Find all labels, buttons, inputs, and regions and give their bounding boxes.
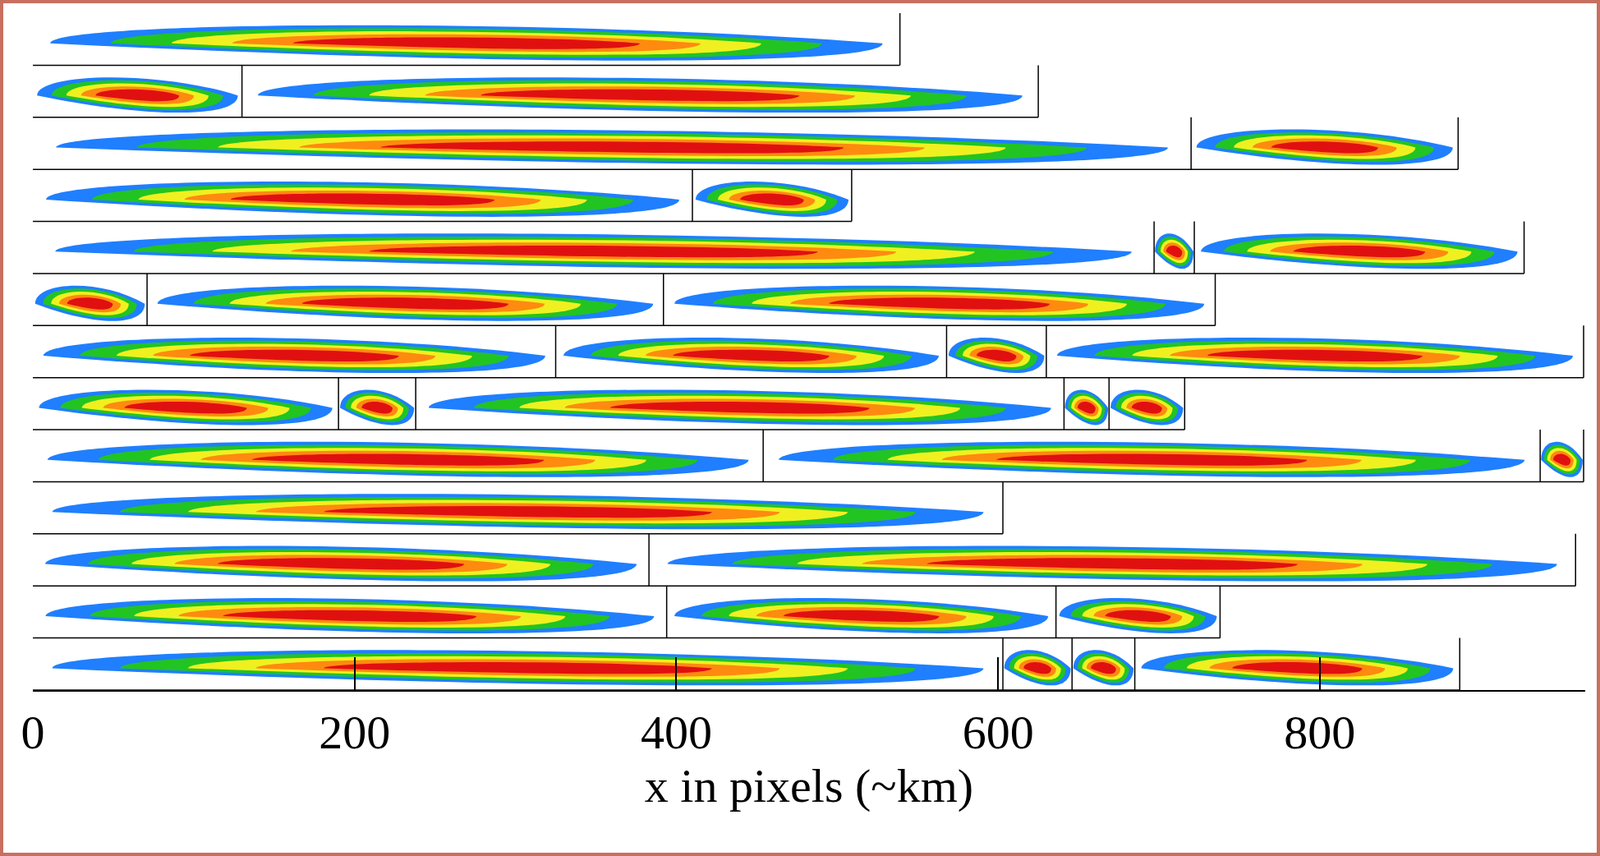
svg-text:x in pixels (~km): x in pixels (~km) xyxy=(644,758,974,813)
svg-text:200: 200 xyxy=(318,705,391,759)
svg-text:800: 800 xyxy=(1283,705,1356,759)
svg-text:0: 0 xyxy=(21,705,46,759)
svg-text:400: 400 xyxy=(640,705,713,759)
svg-text:600: 600 xyxy=(962,705,1035,759)
